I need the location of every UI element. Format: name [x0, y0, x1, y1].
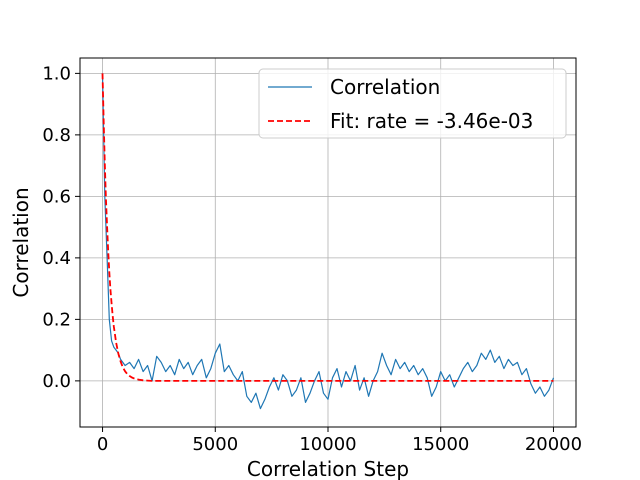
x-tick-label: 5000 [192, 434, 238, 455]
x-tick-label: 20000 [525, 434, 582, 455]
x-axis-label: Correlation Step [247, 457, 409, 480]
series-correlation-line [101, 73, 555, 410]
y-tick-label: 0.8 [42, 125, 71, 146]
legend-label-fit: Fit: rate = -3.46e-03 [330, 109, 533, 133]
x-tick-label: 15000 [412, 434, 469, 455]
x-tick-label: 0 [97, 434, 108, 455]
x-tick-label: 10000 [299, 434, 356, 455]
series-fit-line [101, 73, 554, 382]
y-axis-label: Correlation [9, 187, 33, 297]
legend-label-correlation: Correlation [330, 75, 440, 99]
series-layer [101, 73, 555, 410]
y-tick-label: 1.0 [42, 63, 71, 84]
y-tick-label: 0.0 [42, 371, 71, 392]
legend: Correlation Fit: rate = -3.46e-03 [258, 68, 567, 139]
legend-box [258, 68, 567, 139]
y-tick-label: 0.6 [42, 186, 71, 207]
y-tick-label: 0.2 [42, 309, 71, 330]
y-tick-label: 0.4 [42, 248, 71, 269]
axis-ticks: 0 5000 10000 15000 20000 0.0 0.2 0.4 0.6 0.8 1.0 [42, 63, 582, 455]
